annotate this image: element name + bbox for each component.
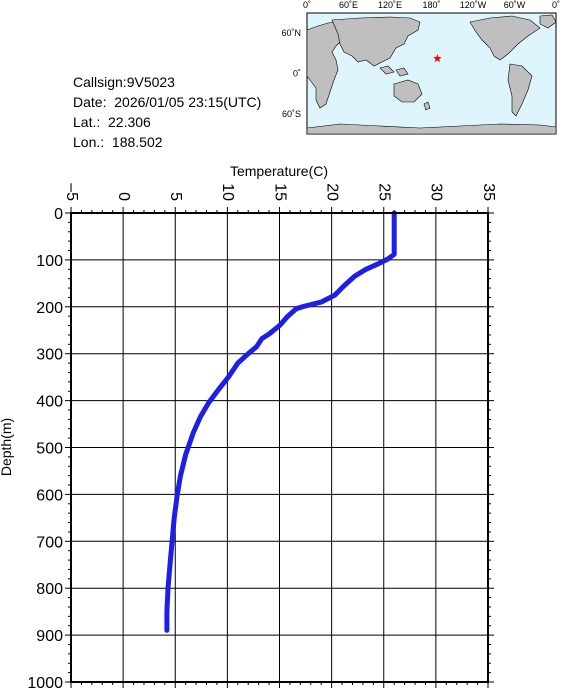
y-tick-label: 800 <box>36 581 63 598</box>
map-lat-label: 60˚S <box>282 109 301 119</box>
y-tick-label: 300 <box>36 347 63 364</box>
map-lon-label: 120˚W <box>460 0 487 10</box>
world-map: 0˚ 60˚E 120˚E 180˚ 120˚W 60˚W 0˚ 60˚N 0˚ 60˚S <box>281 0 560 135</box>
x-tick-label: 30 <box>428 183 445 201</box>
x-tick-label: 10 <box>219 183 236 201</box>
y-tick-label: 100 <box>36 253 63 270</box>
y-tick-label: 700 <box>36 534 63 551</box>
profile-series <box>164 210 397 633</box>
x-tick-label: 35 <box>480 183 497 201</box>
x-tick-label: 0 <box>115 192 132 201</box>
y-tick-label: 200 <box>36 300 63 317</box>
x-tick-label: –5 <box>63 183 80 201</box>
map-lon-label: 120˚E <box>378 0 402 10</box>
y-tick-label: 600 <box>36 487 63 504</box>
longitude-text: Lon.: 188.502 <box>73 134 163 150</box>
x-tick-label: 20 <box>323 183 340 201</box>
y-tick-label: 0 <box>54 206 63 223</box>
date-text: Date: 2026/01/05 23:15(UTC) <box>73 94 262 110</box>
callsign-text: Callsign:9V5023 <box>73 74 175 90</box>
map-lon-label: 180˚ <box>422 0 440 10</box>
y-tick-label: 400 <box>36 394 63 411</box>
latitude-text: Lat.: 22.306 <box>73 114 151 130</box>
plot-frame <box>70 212 489 683</box>
temperature-profile-line <box>164 210 397 633</box>
y-axis-title: Depth(m) <box>0 418 14 476</box>
y-tick-labels: 0 100 200 300 400 500 600 700 800 900 1000 <box>27 206 63 690</box>
map-side-labels: 60˚N 0˚ 60˚S <box>281 28 301 119</box>
map-lon-label: 60˚W <box>504 0 526 10</box>
station-info: Callsign:9V5023 Date: 2026/01/05 23:15(U… <box>73 72 261 152</box>
map-top-labels: 0˚ 60˚E 120˚E 180˚ 120˚W 60˚W 0˚ <box>303 0 560 10</box>
x-tick-label: 25 <box>376 183 393 201</box>
y-tick-label: 1000 <box>27 675 63 690</box>
map-lat-label: 0˚ <box>293 69 301 79</box>
map-lon-label: 0˚ <box>303 0 311 10</box>
map-marker <box>433 54 442 63</box>
chart-grid <box>70 212 489 683</box>
map-lon-label: 60˚E <box>339 0 358 10</box>
x-tick-label: 15 <box>271 183 288 201</box>
star-icon <box>433 54 442 63</box>
y-tick-label: 500 <box>36 441 63 458</box>
map-lat-label: 60˚N <box>281 28 301 38</box>
map-lon-label: 0˚ <box>552 0 560 10</box>
x-tick-labels: –5 0 5 10 15 20 25 30 35 <box>63 183 497 201</box>
x-axis-title: Temperature(C) <box>230 163 328 179</box>
y-tick-label: 900 <box>36 628 63 645</box>
x-tick-label: 5 <box>167 192 184 201</box>
map-land <box>306 14 557 135</box>
